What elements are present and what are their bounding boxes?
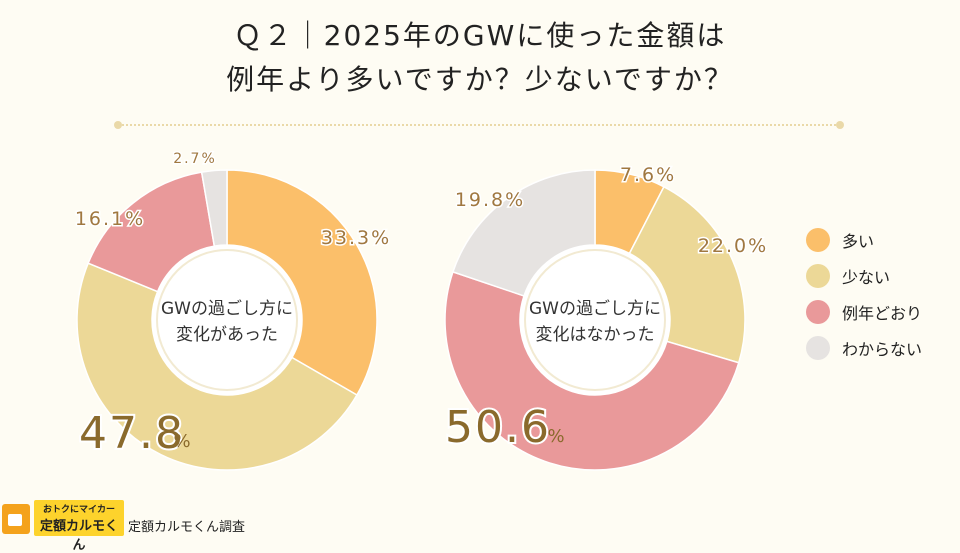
legend-item-few: 少ない [806, 258, 922, 294]
center-label-line-2: 変化があった [176, 325, 278, 345]
donut-charts: GWの過ごし方に 変化があった 33.3% 47.8 % 16.1% 2.7% … [73, 150, 768, 471]
legend-item-many: 多い [806, 222, 922, 258]
logo-badge: おトクにマイカー 定額カルモくん [34, 500, 124, 553]
legend-swatch-many [806, 228, 830, 252]
donut-inner-ring [156, 249, 298, 391]
title-line-1: Ｑ２｜2025年のGWに使った金額は [233, 19, 727, 52]
legend-label-same: 例年どおり [842, 304, 923, 323]
donut-hole [520, 245, 670, 395]
legend-swatch-same [806, 300, 830, 324]
legend-label-unknown: わからない [842, 340, 923, 359]
legend-label-few: 少ない [842, 268, 891, 287]
logo-icon [2, 504, 30, 534]
data-label-unknown: 19.8% [455, 189, 525, 211]
legend: 多い 少ない 例年どおり わからない [806, 222, 922, 366]
legend-item-unknown: わからない [806, 330, 922, 366]
donut-chart-changed: GWの過ごし方に 変化があった 33.3% 47.8 % 16.1% 2.7% [73, 150, 391, 471]
center-label-line-1: GWの過ごし方に [161, 299, 293, 319]
data-label-few-unit: % [173, 431, 190, 452]
center-label-line-1: GWの過ごし方に [529, 299, 661, 319]
data-label-same-unit: % [547, 426, 564, 447]
source-note: 定額カルモくん調査 [128, 520, 246, 535]
divider-dot-left [114, 121, 122, 129]
chart-title: Ｑ２｜2025年のGWに使った金額は 例年より多いですか？少ないですか？ [0, 14, 960, 102]
data-label-many: 7.6% [620, 164, 676, 186]
divider [114, 121, 844, 129]
divider-dot-right [836, 121, 844, 129]
data-label-few: 22.0% [698, 235, 768, 257]
title-line-2: 例年より多いですか？少ないですか？ [226, 63, 734, 96]
center-label-line-2: 変化はなかった [536, 325, 655, 345]
data-label-few: 47.8 [79, 408, 185, 459]
donut-inner-ring [524, 249, 666, 391]
legend-label-many: 多い [842, 232, 875, 251]
data-label-same: 50.6 [445, 402, 551, 453]
logo-name: 定額カルモくん [39, 519, 118, 553]
data-label-many: 33.3% [321, 227, 391, 249]
logo-tagline: おトクにマイカー [42, 505, 115, 515]
donut-chart-unchanged: GWの過ごし方に 変化はなかった 7.6% 22.0% 50.6 % 19.8% [443, 163, 768, 471]
data-label-same: 16.1% [75, 208, 145, 230]
donut-hole [152, 245, 302, 395]
legend-item-same: 例年どおり [806, 294, 922, 330]
legend-swatch-unknown [806, 336, 830, 360]
legend-swatch-few [806, 264, 830, 288]
data-label-unknown: 2.7% [173, 151, 217, 167]
brand-logo: おトクにマイカー 定額カルモくん [2, 500, 124, 553]
